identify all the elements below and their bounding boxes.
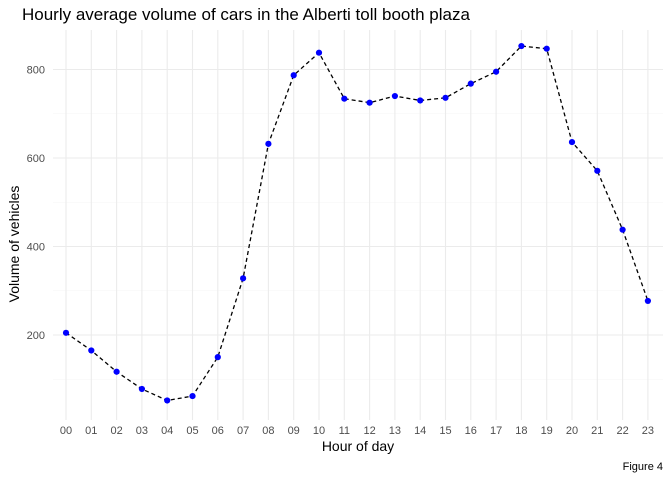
series-line-layer — [65, 45, 649, 402]
x-tick-label-07: 07 — [237, 425, 249, 437]
x-tick-label-21: 21 — [591, 425, 603, 437]
x-tick-label-12: 12 — [363, 425, 375, 437]
data-point-10 — [315, 49, 323, 56]
data-point-05 — [189, 392, 196, 400]
x-tick-label-05: 05 — [186, 425, 198, 437]
data-point-19 — [543, 45, 550, 52]
data-point-18 — [518, 42, 525, 50]
x-tick-label-22: 22 — [616, 425, 628, 437]
x-tick-label-16: 16 — [465, 425, 477, 437]
x-tick-label-09: 09 — [288, 425, 300, 437]
x-tick-label-18: 18 — [515, 425, 527, 437]
x-tick-label-01: 01 — [85, 425, 97, 437]
data-point-00 — [62, 329, 70, 336]
data-points — [62, 42, 652, 404]
x-tick-label-06: 06 — [212, 425, 224, 437]
data-point-15 — [442, 94, 449, 101]
data-point-21 — [594, 167, 601, 174]
data-point-09 — [290, 72, 297, 79]
x-tick-label-23: 23 — [642, 425, 654, 437]
x-tick-label-17: 17 — [490, 425, 502, 437]
y-tick-label: 200 — [27, 330, 45, 342]
data-point-22 — [619, 226, 626, 233]
data-point-02 — [113, 368, 120, 375]
y-axis-title: Volume of vehicles — [6, 186, 22, 303]
x-tick-label-08: 08 — [262, 425, 274, 437]
data-point-03 — [138, 385, 145, 393]
x-tick-label-00: 00 — [60, 425, 72, 437]
data-point-11 — [341, 95, 348, 102]
series-line — [65, 45, 649, 402]
data-point-04 — [164, 397, 171, 404]
x-tick-label-13: 13 — [389, 425, 401, 437]
data-point-20 — [568, 138, 576, 146]
data-point-16 — [467, 80, 474, 87]
data-point-07 — [240, 275, 247, 282]
y-axis-ticks: 200 400 600 800 — [27, 65, 45, 343]
x-axis-title: Hour of day — [322, 438, 394, 454]
x-tick-label-11: 11 — [339, 425, 350, 437]
x-tick-label-19: 19 — [541, 425, 553, 437]
figure-caption: Figure 4 — [623, 461, 663, 473]
x-tick-label-14: 14 — [414, 425, 426, 437]
chart-title: Hourly average volume of cars in the Alb… — [22, 5, 470, 24]
x-tick-label-20: 20 — [566, 425, 578, 437]
data-point-06 — [214, 354, 221, 361]
data-point-01 — [88, 347, 95, 354]
data-point-14 — [417, 97, 424, 104]
grid — [53, 30, 663, 420]
data-point-12 — [366, 99, 373, 106]
x-tick-label-10: 10 — [313, 425, 325, 437]
y-tick-label: 800 — [27, 65, 45, 77]
x-tick-label-03: 03 — [136, 425, 148, 437]
x-axis-ticks: 00 01 02 03 04 05 06 07 08 09 10 11 12 13 14 15 16 17 18 19… — [60, 425, 654, 437]
y-tick-label: 400 — [27, 242, 45, 254]
x-tick-label-15: 15 — [439, 425, 451, 437]
x-tick-label-04: 04 — [161, 425, 173, 437]
x-tick-label-02: 02 — [110, 425, 122, 437]
data-point-08 — [265, 140, 272, 147]
data-point-13 — [391, 92, 398, 100]
data-point-17 — [493, 68, 500, 75]
y-tick-label: 600 — [27, 153, 45, 165]
data-point-23 — [644, 297, 652, 305]
